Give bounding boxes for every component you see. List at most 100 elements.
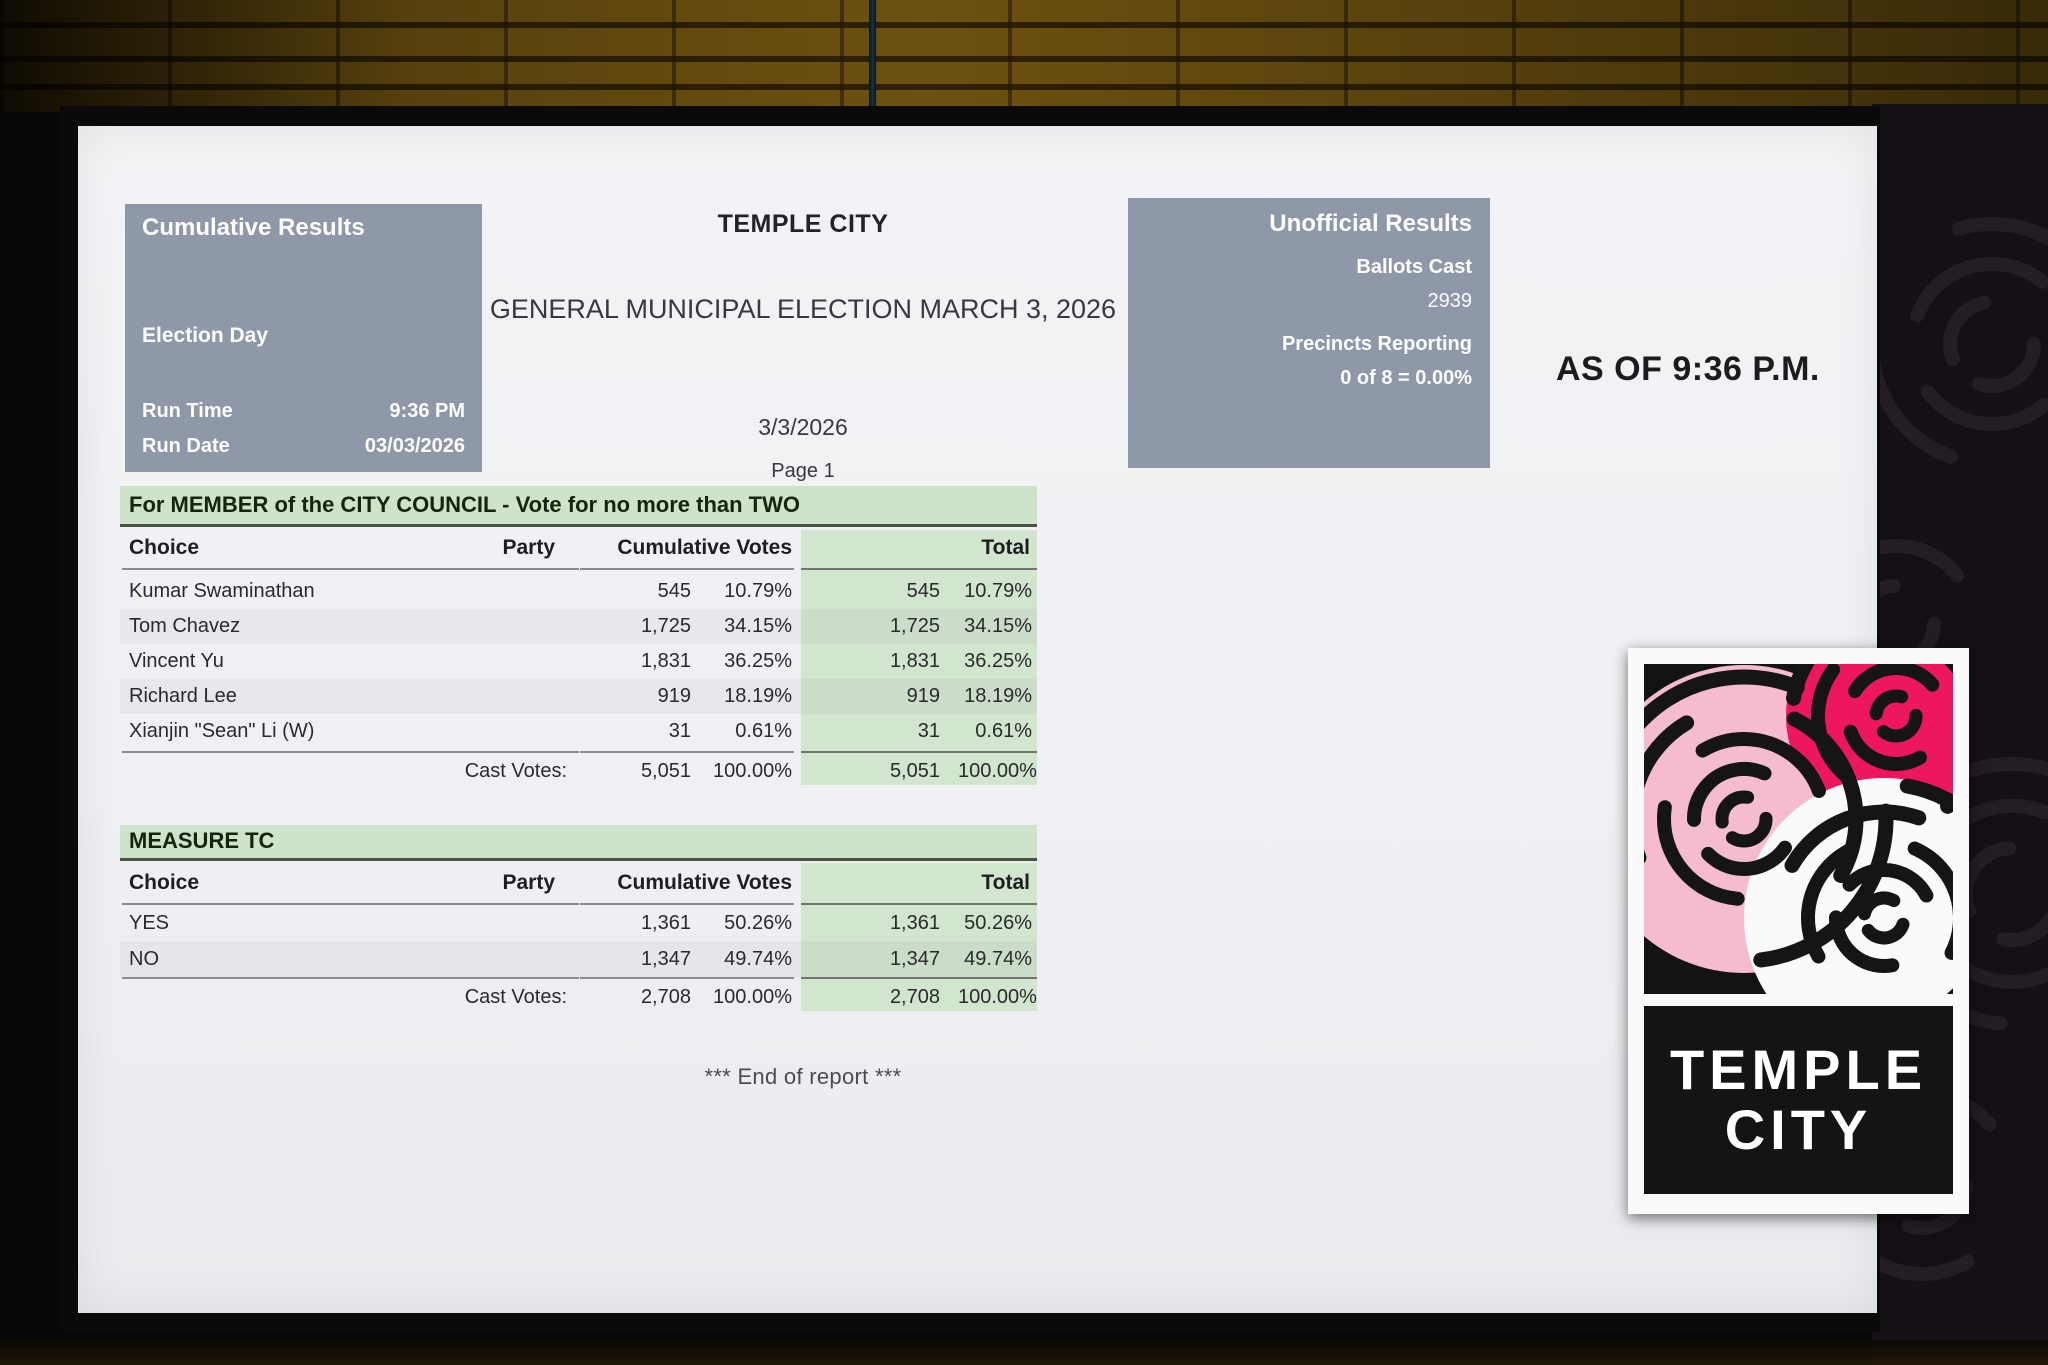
cast-votes-value: 5,051 [640,760,691,782]
measure-tc-table: MEASURE TC Choice Party Cumulative Votes… [120,825,1037,1013]
cumulative-percent: 0.61% [735,720,792,742]
cumulative-votes: 1,831 [640,650,691,672]
total-votes: 545 [906,580,940,602]
header-underline [580,568,794,570]
cumulative-votes: 1,725 [640,615,691,637]
table-row: Kumar Swaminathan 545 10.79% 545 10.79% [120,574,1037,609]
total-percent: 0.61% [975,720,1032,742]
cast-total-percent: 100.00% [958,760,1037,782]
total-votes: 31 [917,720,940,742]
table-row: YES 1,361 50.26% 1,361 50.26% [120,905,1037,941]
tv-screen: Cumulative Results Election Day Run Time… [78,126,1877,1313]
table-row: NO 1,347 49.74% 1,347 49.74% [120,941,1037,977]
end-of-report: *** End of report *** [704,1064,902,1089]
precincts-reporting-label: Precincts Reporting [1281,333,1472,355]
run-time-value: 9:36 PM [389,400,465,422]
cumulative-votes: 919 [657,685,691,707]
cumulative-votes-header: Cumulative Votes [617,871,792,894]
total-percent: 10.79% [964,580,1032,602]
total-votes: 1,361 [889,912,940,934]
council-rows: Kumar Swaminathan 545 10.79% 545 10.79% … [120,574,1037,749]
choice-header: Choice [129,536,200,559]
council-contest-table: For MEMBER of the CITY COUNCIL - Vote fo… [120,486,1037,788]
header-underline [122,568,579,570]
footer-topline [801,977,1037,979]
candidate-name: Richard Lee [129,685,237,707]
table-row: Richard Lee 919 18.19% 919 18.19% [120,679,1037,714]
report-date: 3/3/2026 [758,414,848,440]
run-time-label: Run Time [142,400,233,422]
cumulative-results-title: Cumulative Results [142,214,365,241]
cumulative-results-panel: Cumulative Results Election Day Run Time… [125,204,482,472]
run-date-row: Run Date 03/03/2026 [142,435,465,458]
cumulative-votes: 545 [657,580,691,602]
cumulative-votes: 31 [668,720,691,742]
candidate-name: Xianjin "Sean" Li (W) [129,720,315,742]
cumulative-percent: 10.79% [724,580,792,602]
total-header: Total [981,871,1030,894]
cast-total-votes: 5,051 [889,760,940,782]
party-header: Party [502,536,555,559]
table-row: Vincent Yu 1,831 36.25% 1,831 36.25% [120,644,1037,679]
table-row: Xianjin "Sean" Li (W) 31 0.61% 31 0.61% [120,714,1037,749]
as-of-time: AS OF 9:36 P.M. [1556,350,1820,388]
cumulative-percent: 18.19% [724,685,792,707]
cumulative-percent: 50.26% [724,912,792,934]
unofficial-results-title: Unofficial Results [1269,210,1472,237]
total-header: Total [981,536,1030,559]
cumulative-votes: 1,361 [640,912,691,934]
report-page-number: Page 1 [771,460,835,482]
header-underline [580,903,794,905]
cumulative-votes: 1,347 [640,948,691,970]
cast-votes-value: 2,708 [640,986,691,1008]
cast-votes-percent: 100.00% [713,760,792,782]
cast-votes-label: Cast Votes: [464,986,567,1008]
cast-total-votes: 2,708 [889,986,940,1008]
total-percent: 34.15% [964,615,1032,637]
footer-topline [122,977,579,979]
total-column-background [801,863,1037,1011]
unofficial-results-panel: Unofficial Results Ballots Cast 2939 Pre… [1128,198,1490,468]
cumulative-votes-header: Cumulative Votes [617,536,792,559]
header-underline [122,903,579,905]
candidate-name: Vincent Yu [129,650,224,672]
total-votes: 1,725 [889,615,940,637]
candidate-name: Tom Chavez [129,615,241,637]
wordmark-line-2: CITY [1724,1098,1873,1161]
report-city-title: TEMPLE CITY [717,210,889,238]
header-underline [801,568,1037,570]
cast-votes-percent: 100.00% [713,986,792,1008]
cumulative-percent: 36.25% [724,650,792,672]
total-votes: 1,831 [889,650,940,672]
measure-option: NO [129,948,159,970]
election-day-label: Election Day [142,324,269,347]
ballots-cast-value: 2939 [1427,290,1473,312]
run-date-value: 03/03/2026 [364,435,465,457]
measure-option: YES [129,912,170,934]
run-date-label: Run Date [142,435,230,457]
council-contest-title: For MEMBER of the CITY COUNCIL - Vote fo… [120,486,1037,527]
cable [869,0,876,120]
table-row: Tom Chavez 1,725 34.15% 1,725 34.15% [120,609,1037,644]
footer-topline [122,751,579,753]
party-header: Party [502,871,555,894]
choice-header: Choice [129,871,200,894]
total-votes: 919 [906,685,940,707]
total-percent: 49.74% [964,948,1032,970]
report-election-title: GENERAL MUNICIPAL ELECTION MARCH 3, 2026 [489,294,1117,324]
measure-rows: YES 1,361 50.26% 1,361 50.26% NO 1,347 4… [120,905,1037,977]
cast-votes-row: Cast Votes: 2,708 100.00% 2,708 100.00% [120,982,1037,1012]
floor-shadow [0,1340,2048,1365]
candidate-name: Kumar Swaminathan [129,580,315,602]
total-column-background [801,530,1037,785]
tv-bezel: Cumulative Results Election Day Run Time… [60,106,1880,1332]
precincts-reporting-value: 0 of 8 = 0.00% [1340,367,1472,389]
cast-votes-label: Cast Votes: [464,760,567,782]
cast-votes-row: Cast Votes: 5,051 100.00% 5,051 100.00% [120,756,1037,786]
ballots-cast-label: Ballots Cast [1356,256,1472,278]
cumulative-percent: 49.74% [724,948,792,970]
total-percent: 18.19% [964,685,1032,707]
run-time-row: Run Time 9:36 PM [142,400,465,423]
wordmark-line-1: TEMPLE [1669,1038,1928,1102]
